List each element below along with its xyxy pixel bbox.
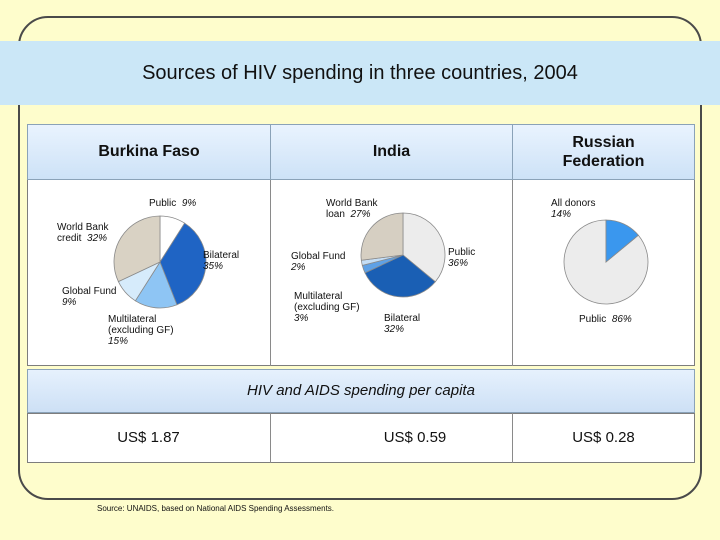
slide-title: Sources of HIV spending in three countri… (142, 62, 578, 84)
column-divider (512, 124, 513, 366)
per-capita-band (27, 369, 695, 413)
label-in-public: Public 36% (448, 247, 476, 269)
label-in-bilateral: Bilateral 32% (384, 313, 421, 335)
per-capita-title: HIV and AIDS spending per capita (247, 382, 475, 399)
label-ru-all-donors: All donors 14% (551, 198, 596, 220)
label-bf-public: Public 9% (149, 198, 197, 209)
pie-slice-all-donors (605, 219, 639, 263)
header-russia-line1: Russian (572, 134, 635, 151)
value-divider (512, 413, 513, 463)
header-india: India (270, 124, 513, 180)
pie-slice-world-bank-loan (360, 212, 404, 261)
slide-frame (18, 16, 702, 500)
header-burkina-faso: Burkina Faso (27, 124, 271, 180)
pie-slice-bilateral (364, 254, 436, 298)
label-bf-bilateral: Bilateral 35% (203, 250, 240, 272)
per-capita-burkina-faso: US$ 1.87 (117, 429, 180, 446)
pie-slice-public (402, 212, 446, 283)
header-india-label: India (372, 143, 411, 160)
title-band (0, 41, 720, 105)
per-capita-russia: US$ 0.28 (572, 429, 635, 446)
header-russia-line2: Federation (562, 153, 645, 170)
label-in-global-fund: Global Fund 2% (291, 251, 346, 273)
header-russian-federation: Russian Federation (512, 124, 695, 180)
per-capita-india: US$ 0.59 (383, 429, 447, 446)
value-divider (270, 413, 271, 463)
source-note: Source: UNAIDS, based on National AIDS S… (97, 504, 335, 513)
pie-slice-bilateral (159, 222, 207, 306)
label-bf-world-bank: World Bank credit 32% (57, 222, 109, 244)
pie-slice-world-bank-credit (113, 215, 161, 283)
column-divider (270, 124, 271, 366)
label-bf-global-fund: Global Fund 9% (62, 286, 117, 308)
label-in-world-bank: World Bank loan 27% (326, 198, 378, 220)
header-burkina-faso-label: Burkina Faso (98, 143, 200, 160)
per-capita-row (27, 413, 695, 463)
label-ru-public: Public 86% (579, 314, 632, 325)
label-in-multilateral: Multilateral (excluding GF) 3% (294, 291, 360, 324)
label-bf-multilateral: Multilateral (excluding GF) 15% (108, 314, 174, 347)
